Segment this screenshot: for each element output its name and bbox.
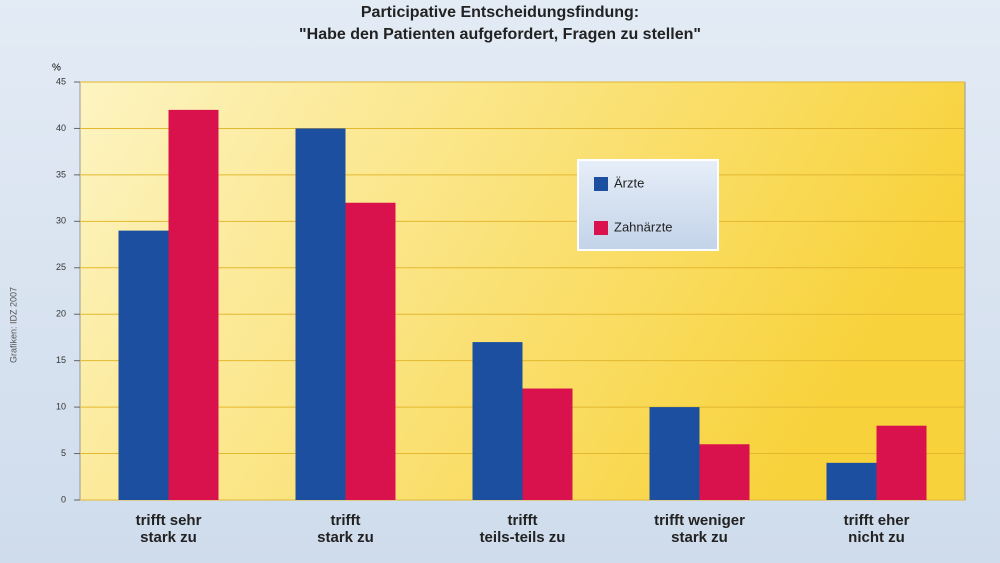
bar <box>876 425 927 500</box>
x-tick-label: trifft sehr stark zu <box>135 512 202 546</box>
legend-label: Ärzte <box>614 175 644 190</box>
x-tick-label: trifft eher nicht zu <box>843 512 910 546</box>
y-unit: % <box>52 63 61 74</box>
x-tick-label: trifft stark zu <box>317 512 374 546</box>
chart-title: Participative Entscheidungsfindung: <box>360 4 640 21</box>
y-tick-label: 15 <box>56 355 66 365</box>
legend-box <box>577 159 719 251</box>
legend-swatch <box>594 177 608 191</box>
bar <box>168 109 219 500</box>
x-tick-label: trifft weniger stark zu <box>654 512 745 546</box>
legend-label: Zahnärzte <box>614 219 673 234</box>
y-tick-label: 25 <box>56 262 66 272</box>
y-tick-label: 40 <box>56 123 66 133</box>
x-tick-label: trifft teils-teils zu <box>479 512 566 546</box>
y-tick-label: 5 <box>61 448 66 458</box>
bar <box>826 462 877 500</box>
bar <box>699 444 750 500</box>
y-tick-label: 20 <box>56 309 66 319</box>
y-tick-label: 45 <box>56 76 66 86</box>
bar <box>295 128 346 500</box>
legend-swatch <box>594 221 608 235</box>
y-tick-label: 0 <box>61 494 66 504</box>
bar <box>472 342 523 500</box>
bar <box>522 388 573 500</box>
y-tick-label: 35 <box>56 169 66 179</box>
bar <box>345 202 396 500</box>
bar <box>118 230 169 500</box>
y-tick-label: 10 <box>56 401 66 411</box>
y-tick-label: 30 <box>56 216 66 226</box>
bar <box>649 407 700 500</box>
chart-subtitle: "Habe den Patienten aufgefordert, Fragen… <box>299 26 701 43</box>
source: Grafiken: IDZ 2007 <box>8 287 18 363</box>
